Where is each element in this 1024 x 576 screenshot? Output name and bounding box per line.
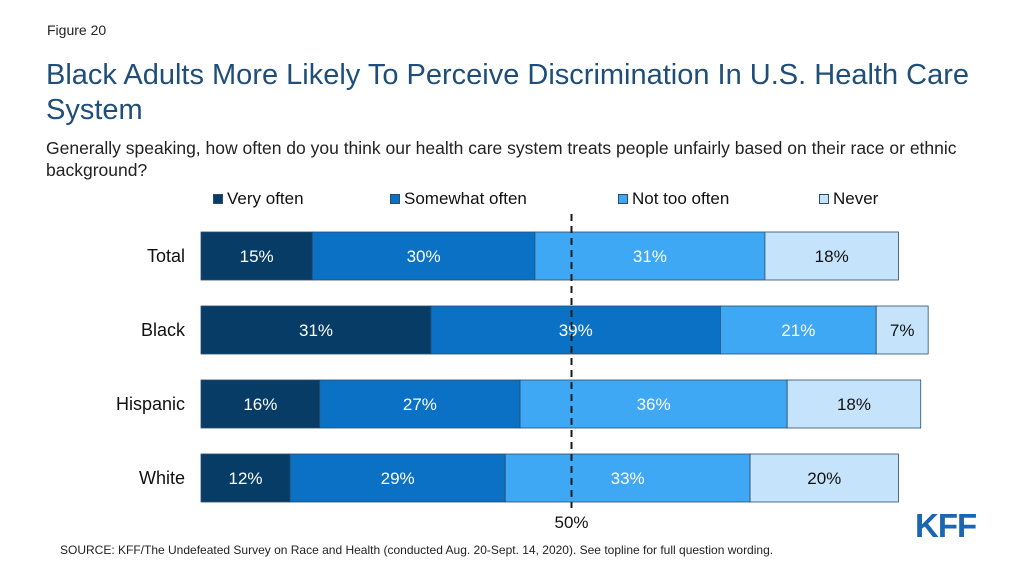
data-label-black-somewhat-often: 39% <box>559 321 593 340</box>
data-label-white-very-often: 12% <box>229 469 263 488</box>
legend-label-very-often: Very often <box>227 189 304 208</box>
legend-swatch-somewhat-often <box>390 194 400 204</box>
bar-hispanic-not-too-often <box>519 379 788 429</box>
bar-white-somewhat-often <box>289 453 506 503</box>
figure-label: Figure 20 <box>47 22 107 38</box>
bar-hispanic-never <box>786 379 922 429</box>
bar-black-very-often <box>200 305 432 355</box>
bar-hispanic-somewhat-often <box>319 379 521 429</box>
legend-item-very-often: Very often <box>213 189 304 209</box>
legend-swatch-never <box>819 194 829 204</box>
legend-item-not-too-often: Not too often <box>618 189 729 209</box>
category-label-black: Black <box>141 320 186 340</box>
data-label-black-never: 7% <box>890 321 915 340</box>
data-label-total-somewhat-often: 30% <box>407 247 441 266</box>
bar-total-somewhat-often <box>311 231 536 281</box>
legend-label-never: Never <box>833 189 879 208</box>
legend-swatch-not-too-often <box>618 194 628 204</box>
data-label-white-never: 20% <box>807 469 841 488</box>
bar-total-very-often <box>200 231 313 281</box>
legend-swatch-very-often <box>213 194 223 204</box>
category-label-white: White <box>139 468 185 488</box>
chart-legend: Very often Somewhat often Not too often … <box>0 189 1024 211</box>
data-label-hispanic-somewhat-often: 27% <box>403 395 437 414</box>
bar-total-never <box>764 231 899 281</box>
category-label-total: Total <box>147 246 185 266</box>
data-label-black-not-too-often: 21% <box>781 321 815 340</box>
bar-black-not-too-often <box>720 305 877 355</box>
bar-black-never <box>875 305 929 355</box>
data-label-white-somewhat-often: 29% <box>381 469 415 488</box>
kff-logo: KFF <box>915 507 977 544</box>
data-label-hispanic-very-often: 16% <box>243 395 277 414</box>
reference-line-label: 50% <box>554 513 588 532</box>
data-label-black-very-often: 31% <box>299 321 333 340</box>
bar-white-not-too-often <box>504 453 751 503</box>
data-label-hispanic-never: 18% <box>837 395 871 414</box>
category-label-hispanic: Hispanic <box>116 394 185 414</box>
bar-white-never <box>749 453 899 503</box>
legend-item-never: Never <box>819 189 878 209</box>
data-label-total-not-too-often: 31% <box>633 247 667 266</box>
source-note: SOURCE: KFF/The Undefeated Survey on Rac… <box>60 543 774 557</box>
bar-hispanic-very-often <box>200 379 321 429</box>
chart-title: Black Adults More Likely To Perceive Dis… <box>46 59 970 126</box>
legend-label-somewhat-often: Somewhat often <box>404 189 527 208</box>
bar-white-very-often <box>200 453 291 503</box>
data-label-total-never: 18% <box>815 247 849 266</box>
data-label-white-not-too-often: 33% <box>611 469 645 488</box>
data-label-total-very-often: 15% <box>240 247 274 266</box>
bar-black-somewhat-often <box>430 305 721 355</box>
data-label-hispanic-not-too-often: 36% <box>637 395 671 414</box>
legend-label-not-too-often: Not too often <box>632 189 730 208</box>
chart-subtitle: Generally speaking, how often do you thi… <box>46 138 957 180</box>
legend-item-somewhat-often: Somewhat often <box>390 189 527 209</box>
